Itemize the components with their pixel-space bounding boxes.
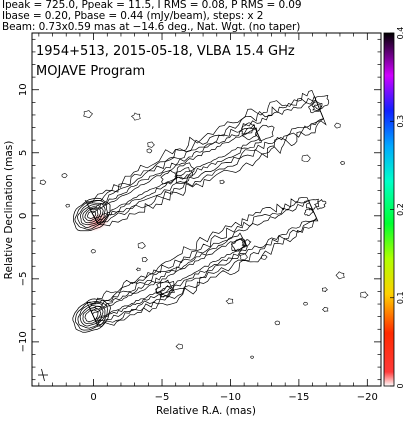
noise-contour — [90, 249, 96, 254]
primary-core-contour — [73, 197, 111, 232]
noise-contour — [146, 148, 153, 154]
colorbar-tick-label: 0 — [396, 383, 405, 388]
noise-contour — [130, 112, 141, 121]
noise-contour — [225, 298, 234, 305]
noise-contour — [274, 320, 281, 326]
y-tick-label: 0 — [18, 213, 29, 219]
secondary-knot-contour — [305, 198, 320, 211]
secondary-jet-contour — [86, 196, 319, 327]
noise-contour — [137, 242, 146, 249]
header-stats-line-2: Ibase = 0.20, Pbase = 0.44 (mJy/beam), s… — [2, 10, 264, 22]
primary-knot-contour — [308, 101, 323, 114]
colorbar-tick-label: 0.2 — [396, 203, 405, 216]
noise-contour — [141, 256, 148, 263]
primary-knot-contour — [175, 167, 194, 184]
primary-knot-contour — [311, 94, 330, 111]
secondary-core-contour — [82, 307, 102, 324]
contour-layer — [38, 89, 369, 382]
secondary-jet-contour — [89, 200, 318, 326]
secondary-knot-contour — [155, 280, 175, 298]
noise-contour — [339, 160, 345, 166]
noise-contour — [321, 287, 328, 293]
noise-contour — [175, 343, 183, 350]
primary-jet-contour — [84, 89, 327, 227]
y-tick-label: −10 — [18, 331, 29, 352]
secondary-knot-contour — [230, 238, 247, 252]
x-axis-title: Relative R.A. (mas) — [156, 405, 256, 417]
noise-contour — [261, 254, 268, 260]
primary-core-contour — [74, 200, 108, 230]
colorbar-ticks: 0.4 0.3 0.2 0.1 0 — [390, 27, 405, 389]
noise-contour — [334, 122, 341, 129]
primary-knot-contour — [174, 162, 195, 179]
noise-contour — [219, 179, 226, 185]
noise-contour — [147, 141, 155, 148]
primary-core-contour — [87, 210, 97, 219]
primary-jet-contour — [89, 99, 325, 224]
y-tick-label: 10 — [18, 83, 29, 96]
y-tick-label: 5 — [18, 150, 29, 156]
y-tick-label: −5 — [18, 271, 29, 286]
noise-contour — [39, 179, 47, 186]
secondary-core-contour — [84, 309, 99, 322]
colorbar-tick-label: 0.3 — [396, 115, 405, 128]
x-tick-label: −10 — [220, 392, 241, 403]
noise-contour — [322, 306, 329, 312]
noise-contour — [335, 271, 345, 280]
secondary-core-contour — [75, 300, 108, 331]
primary-jet-contour — [86, 95, 324, 224]
axis-ticks: 0 −5 −10 −15 −20 10 5 0 −5 −10 — [18, 33, 382, 403]
noise-contour — [301, 154, 311, 163]
plot-frame — [31, 32, 382, 387]
plot-subtitle: MOJAVE Program — [36, 64, 145, 79]
secondary-knot-contour — [231, 238, 247, 252]
noise-contour — [135, 267, 141, 272]
noise-contour — [250, 355, 254, 359]
noise-contour — [239, 253, 248, 261]
noise-contour — [61, 173, 68, 179]
secondary-jet-contour — [90, 232, 248, 323]
colorbar-tick-label: 0.4 — [396, 27, 405, 40]
noise-contour — [303, 301, 308, 306]
secondary-knot-contour — [314, 199, 327, 210]
primary-knot-contour — [255, 124, 275, 142]
header-beam-line: Beam: 0.73x0.59 mas at −14.6 deg., Nat. … — [2, 21, 301, 33]
x-tick-label: −15 — [288, 392, 309, 403]
primary-core-contour — [84, 208, 99, 222]
primary-knot-contour — [160, 169, 178, 185]
secondary-core-contour — [79, 305, 104, 327]
primary-core-contour — [82, 206, 102, 224]
x-tick-label: 0 — [90, 392, 96, 403]
noise-contour — [83, 110, 93, 119]
secondary-core-contour — [72, 298, 111, 333]
primary-core-contour — [80, 204, 104, 226]
colorbar-tick-label: 0.1 — [396, 291, 405, 304]
header-stats-line-1: Ipeak = 725.0, Ppeak = 11.5, I RMS = 0.0… — [2, 0, 302, 11]
x-tick-label: −5 — [155, 392, 170, 403]
beam-marker — [41, 368, 45, 382]
secondary-jet-contour — [91, 237, 248, 321]
primary-knot-contour — [241, 122, 255, 135]
primary-core-contour — [77, 202, 106, 228]
secondary-core-contour — [77, 302, 106, 329]
primary-jet-contour — [91, 128, 261, 220]
secondary-knot-contour — [241, 239, 252, 247]
y-axis-title: Relative Declination (mas) — [3, 141, 15, 280]
x-tick-label: −20 — [357, 392, 378, 403]
noise-contour — [360, 291, 369, 299]
noise-contour — [65, 203, 70, 208]
plot-title: 1954+513, 2015-05-18, VLBA 15.4 GHz — [36, 44, 295, 59]
primary-knot-contour — [241, 127, 258, 141]
